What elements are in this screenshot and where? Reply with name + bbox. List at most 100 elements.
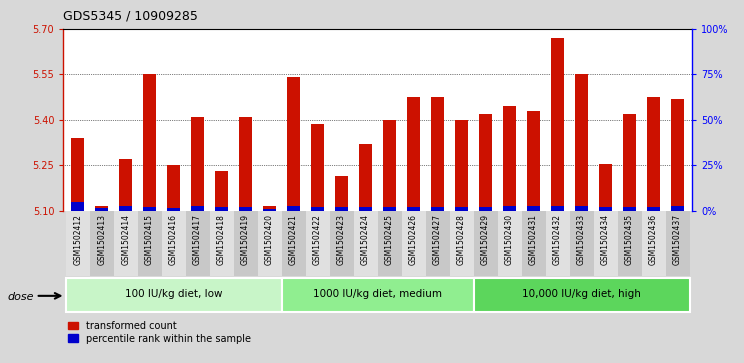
FancyBboxPatch shape: [185, 211, 210, 276]
Bar: [599, 164, 612, 211]
Bar: [431, 207, 444, 211]
Bar: [263, 209, 276, 211]
FancyBboxPatch shape: [210, 211, 234, 276]
Bar: [503, 106, 516, 211]
Bar: [143, 74, 156, 211]
Bar: [71, 138, 84, 211]
Text: GSM1502414: GSM1502414: [121, 214, 130, 265]
FancyBboxPatch shape: [641, 211, 666, 276]
Bar: [239, 117, 252, 211]
Text: 1000 IU/kg diet, medium: 1000 IU/kg diet, medium: [313, 289, 442, 299]
Bar: [71, 202, 84, 211]
Legend: transformed count, percentile rank within the sample: transformed count, percentile rank withi…: [68, 321, 251, 344]
Bar: [215, 207, 228, 211]
FancyBboxPatch shape: [306, 211, 330, 276]
FancyBboxPatch shape: [474, 211, 498, 276]
Bar: [191, 117, 204, 211]
Bar: [335, 207, 348, 211]
Bar: [647, 97, 660, 211]
Text: dose: dose: [7, 291, 34, 302]
FancyBboxPatch shape: [353, 211, 377, 276]
FancyBboxPatch shape: [161, 211, 185, 276]
Bar: [119, 206, 132, 211]
Text: GSM1502431: GSM1502431: [529, 214, 538, 265]
FancyBboxPatch shape: [522, 211, 545, 276]
Bar: [263, 206, 276, 211]
Bar: [407, 207, 420, 211]
Bar: [383, 120, 396, 211]
Bar: [311, 207, 324, 211]
Text: GSM1502432: GSM1502432: [553, 214, 562, 265]
Text: GSM1502420: GSM1502420: [265, 214, 274, 265]
Text: GSM1502424: GSM1502424: [361, 214, 370, 265]
FancyBboxPatch shape: [426, 211, 449, 276]
Bar: [527, 111, 540, 211]
Bar: [455, 120, 468, 211]
FancyBboxPatch shape: [281, 278, 474, 312]
Text: GSM1502433: GSM1502433: [577, 214, 586, 265]
Bar: [527, 206, 540, 211]
Bar: [215, 171, 228, 211]
Text: GSM1502419: GSM1502419: [241, 214, 250, 265]
Text: GSM1502436: GSM1502436: [649, 214, 658, 265]
Bar: [311, 124, 324, 211]
Bar: [287, 77, 300, 211]
Bar: [95, 208, 108, 211]
FancyBboxPatch shape: [618, 211, 641, 276]
Text: GSM1502415: GSM1502415: [145, 214, 154, 265]
Text: GSM1502413: GSM1502413: [97, 214, 106, 265]
FancyBboxPatch shape: [377, 211, 402, 276]
Text: GSM1502425: GSM1502425: [385, 214, 394, 265]
FancyBboxPatch shape: [114, 211, 138, 276]
Bar: [575, 206, 589, 211]
Text: GSM1502417: GSM1502417: [193, 214, 202, 265]
FancyBboxPatch shape: [402, 211, 426, 276]
FancyBboxPatch shape: [89, 211, 114, 276]
FancyBboxPatch shape: [257, 211, 281, 276]
Bar: [191, 206, 204, 211]
Bar: [407, 97, 420, 211]
Text: 10,000 IU/kg diet, high: 10,000 IU/kg diet, high: [522, 289, 641, 299]
Bar: [551, 206, 564, 211]
Bar: [359, 144, 372, 211]
Bar: [623, 207, 636, 211]
FancyBboxPatch shape: [474, 278, 690, 312]
Text: GSM1502435: GSM1502435: [625, 214, 634, 265]
Bar: [599, 207, 612, 211]
FancyBboxPatch shape: [281, 211, 306, 276]
Text: GSM1502434: GSM1502434: [601, 214, 610, 265]
Text: GSM1502437: GSM1502437: [673, 214, 682, 265]
Bar: [359, 207, 372, 211]
Bar: [143, 207, 156, 211]
Text: GSM1502421: GSM1502421: [289, 214, 298, 265]
FancyBboxPatch shape: [234, 211, 257, 276]
FancyBboxPatch shape: [330, 211, 353, 276]
FancyBboxPatch shape: [449, 211, 474, 276]
FancyBboxPatch shape: [545, 211, 570, 276]
Bar: [431, 97, 444, 211]
Text: GSM1502428: GSM1502428: [457, 214, 466, 265]
Bar: [671, 99, 684, 211]
Bar: [167, 165, 180, 211]
Bar: [383, 207, 396, 211]
Bar: [503, 206, 516, 211]
FancyBboxPatch shape: [666, 211, 690, 276]
Text: GSM1502418: GSM1502418: [217, 214, 226, 265]
Bar: [479, 207, 493, 211]
Text: GSM1502423: GSM1502423: [337, 214, 346, 265]
Text: 100 IU/kg diet, low: 100 IU/kg diet, low: [125, 289, 222, 299]
Text: GSM1502426: GSM1502426: [409, 214, 418, 265]
Bar: [287, 206, 300, 211]
Text: GSM1502429: GSM1502429: [481, 214, 490, 265]
Bar: [479, 114, 493, 211]
Text: GDS5345 / 10909285: GDS5345 / 10909285: [63, 9, 198, 22]
Text: GSM1502422: GSM1502422: [313, 214, 322, 265]
Bar: [455, 207, 468, 211]
Text: GSM1502430: GSM1502430: [505, 214, 514, 265]
Text: GSM1502427: GSM1502427: [433, 214, 442, 265]
Bar: [95, 206, 108, 211]
Bar: [647, 207, 660, 211]
FancyBboxPatch shape: [65, 211, 89, 276]
Bar: [239, 207, 252, 211]
Bar: [623, 114, 636, 211]
